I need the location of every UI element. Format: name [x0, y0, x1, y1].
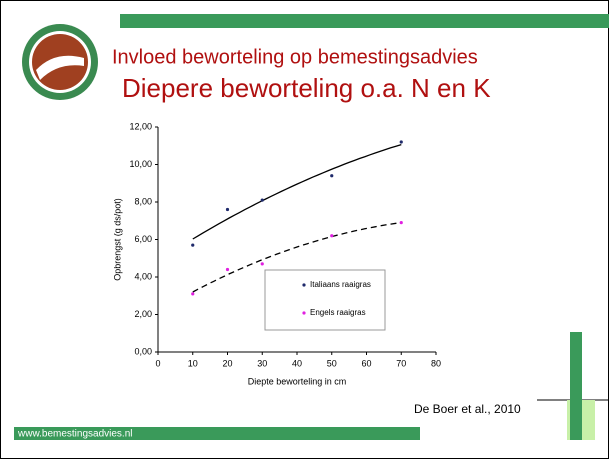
source: De Boer et al., 2010 — [414, 402, 521, 416]
x-tick-label: 30 — [257, 358, 267, 368]
point — [191, 292, 195, 296]
x-tick-label: 60 — [361, 358, 371, 368]
x-tick-label: 10 — [188, 358, 198, 368]
y-tick-label: 4,00 — [134, 271, 152, 281]
y-tick-label: 0,00 — [134, 346, 152, 356]
y-tick-label: 8,00 — [134, 196, 152, 206]
x-tick-label: 50 — [327, 358, 337, 368]
point — [191, 243, 195, 247]
trendline — [192, 221, 402, 293]
trendline — [192, 143, 402, 240]
point — [399, 140, 403, 144]
y-tick-label: 12,00 — [129, 121, 152, 131]
y-axis-label: Opbrengst (g ds/pot) — [112, 198, 122, 281]
header-bar — [120, 14, 609, 28]
point — [399, 221, 403, 225]
slide-title: Invloed beworteling op bemestingsadvies — [112, 46, 478, 68]
y-tick-label: 6,00 — [134, 234, 152, 244]
legend-label: Engels raaigras — [310, 308, 366, 317]
legend-marker — [302, 311, 306, 315]
x-tick-label: 20 — [222, 358, 232, 368]
y-tick-label: 10,00 — [129, 159, 152, 169]
x-tick-label: 80 — [431, 358, 441, 368]
point — [330, 234, 334, 238]
point — [260, 262, 264, 266]
legend-marker — [302, 283, 306, 287]
slide-subtitle: Diepere beworteling o.a. N en K — [122, 73, 491, 103]
legend — [264, 269, 386, 331]
y-tick-label: 2,00 — [134, 309, 152, 319]
footer-bar — [14, 427, 420, 440]
logo-swirl — [36, 55, 84, 80]
chart: 0,00 2,00 4,00 6,00 8,00 10,00 12,00 0 10 20 30 40 5… — [112, 121, 441, 386]
x-tick-label: 40 — [292, 358, 302, 368]
footer-url: www.bemestingsadvies.nl — [17, 429, 133, 440]
legend-label: Italiaans raaigras — [310, 280, 371, 289]
point — [330, 174, 334, 178]
point — [225, 267, 230, 272]
point — [225, 207, 230, 212]
x-tick-label: 0 — [155, 358, 160, 368]
deco-bar — [570, 332, 582, 440]
x-axis-label: Diepte beworteling in cm — [248, 376, 347, 386]
x-tick-label: 70 — [396, 358, 406, 368]
point — [260, 198, 264, 202]
